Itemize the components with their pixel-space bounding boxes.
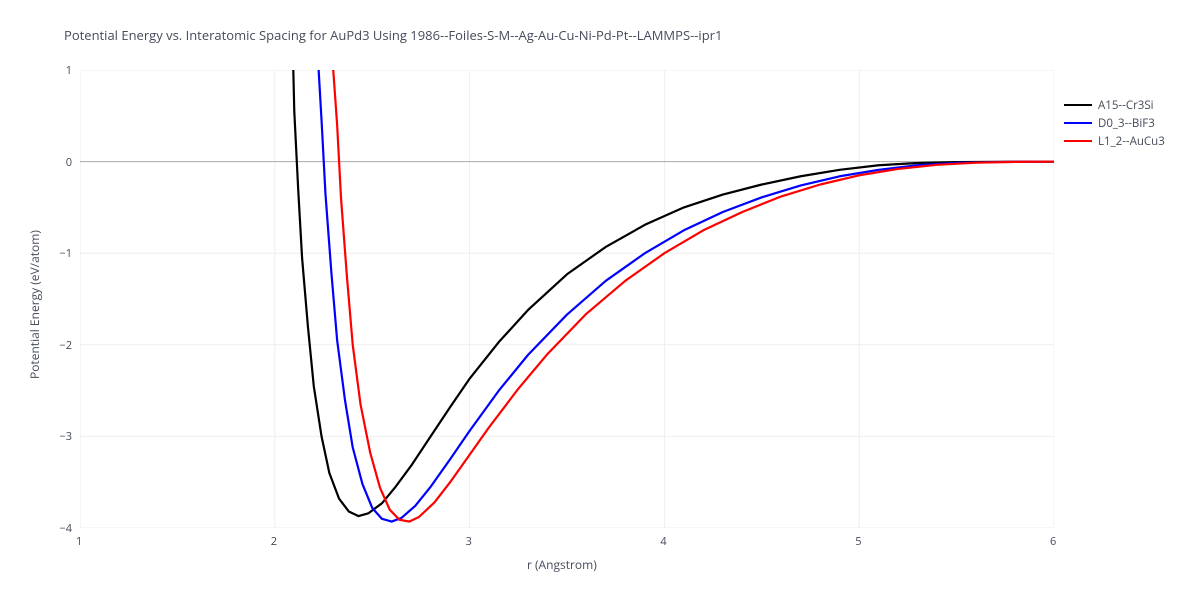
plot-area xyxy=(80,70,1054,528)
legend-swatch xyxy=(1064,104,1092,106)
legend-swatch xyxy=(1064,122,1092,124)
legend: A15--Cr3Si D0_3--BiF3 L1_2--AuCu3 xyxy=(1064,97,1165,151)
legend-item[interactable]: D0_3--BiF3 xyxy=(1064,115,1165,131)
x-tick-label: 2 xyxy=(271,534,277,549)
x-tick-label: 4 xyxy=(660,534,666,549)
chart-title: Potential Energy vs. Interatomic Spacing… xyxy=(64,26,722,44)
y-tick-label: −2 xyxy=(59,338,72,353)
legend-item[interactable]: A15--Cr3Si xyxy=(1064,97,1165,113)
y-axis-label: Potential Energy (eV/atom) xyxy=(26,230,43,379)
y-tick-label: −1 xyxy=(59,246,72,261)
legend-label: A15--Cr3Si xyxy=(1098,98,1154,113)
y-tick-label: −3 xyxy=(59,429,72,444)
y-tick-label: 1 xyxy=(66,63,72,78)
x-axis-label: r (Angstrom) xyxy=(527,556,597,573)
legend-swatch xyxy=(1064,140,1092,142)
x-tick-label: 6 xyxy=(1050,534,1056,549)
y-tick-label: −4 xyxy=(59,521,72,536)
x-tick-label: 5 xyxy=(855,534,861,549)
legend-label: D0_3--BiF3 xyxy=(1098,116,1155,131)
legend-label: L1_2--AuCu3 xyxy=(1098,134,1165,149)
y-tick-label: 0 xyxy=(66,155,72,170)
x-tick-label: 3 xyxy=(466,534,472,549)
legend-item[interactable]: L1_2--AuCu3 xyxy=(1064,133,1165,149)
x-tick-label: 1 xyxy=(76,534,82,549)
